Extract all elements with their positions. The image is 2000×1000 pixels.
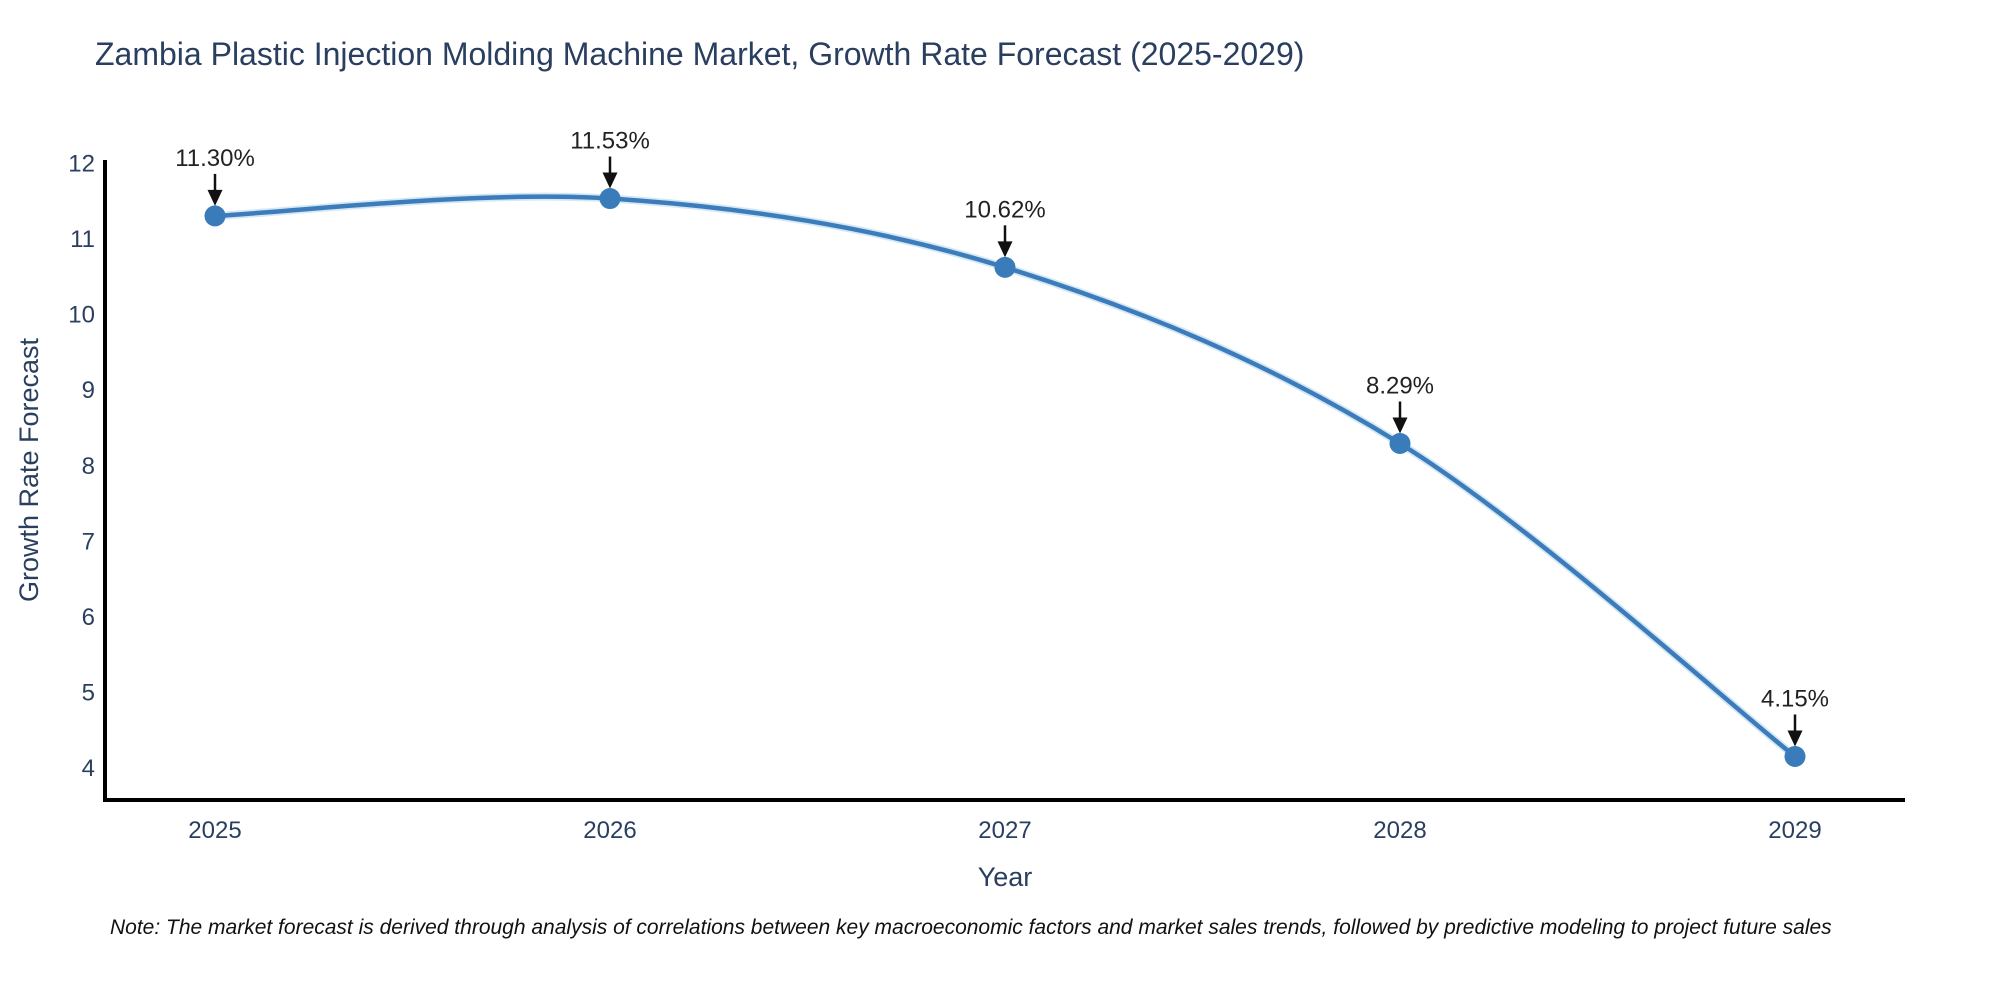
- point-annotation: 4.15%: [1761, 685, 1829, 747]
- y-axis-title: Growth Rate Forecast: [14, 337, 44, 602]
- data-point-marker[interactable]: [599, 188, 621, 210]
- data-point-marker[interactable]: [204, 205, 226, 227]
- y-tick-label: 12: [68, 150, 95, 177]
- annotation-arrowhead: [997, 241, 1013, 258]
- forecast-line-glow: [214, 192, 1798, 760]
- y-tick-label: 6: [82, 604, 95, 631]
- annotation-arrowhead: [1392, 417, 1408, 434]
- x-axis-title: Year: [978, 862, 1033, 892]
- point-annotation-label: 8.29%: [1366, 372, 1434, 399]
- annotation-arrowhead: [207, 189, 223, 206]
- footnote: Note: The market forecast is derived thr…: [110, 916, 1832, 939]
- point-annotation-label: 10.62%: [964, 196, 1045, 223]
- point-annotation: 8.29%: [1366, 372, 1434, 434]
- y-tick-label: 7: [82, 528, 95, 555]
- data-point-marker[interactable]: [994, 256, 1016, 278]
- y-tick-label: 4: [82, 755, 95, 782]
- annotation-arrowhead: [602, 172, 618, 189]
- x-tick-label: 2028: [1373, 817, 1426, 844]
- data-point-marker[interactable]: [1784, 745, 1806, 767]
- annotation-arrowhead: [1787, 730, 1803, 747]
- y-tick-label: 9: [82, 377, 95, 404]
- point-annotation: 11.30%: [175, 145, 255, 206]
- point-annotation-label: 4.15%: [1761, 685, 1829, 712]
- chart-title: Zambia Plastic Injection Molding Machine…: [95, 36, 1305, 72]
- forecast-line: [214, 194, 1797, 759]
- y-tick-label: 5: [82, 680, 95, 707]
- y-tick-label: 10: [68, 302, 95, 329]
- point-annotation-label: 11.30%: [175, 145, 255, 172]
- data-point-marker[interactable]: [1389, 432, 1411, 454]
- x-tick-label: 2025: [188, 817, 241, 844]
- y-tick-label: 11: [70, 226, 95, 253]
- x-tick-label: 2029: [1768, 817, 1821, 844]
- point-annotation: 11.53%: [570, 128, 650, 189]
- point-annotation-label: 11.53%: [570, 128, 650, 155]
- x-tick-label: 2027: [978, 817, 1031, 844]
- point-annotation: 10.62%: [964, 196, 1046, 258]
- x-tick-label: 2026: [583, 817, 636, 844]
- y-tick-label: 8: [82, 453, 95, 480]
